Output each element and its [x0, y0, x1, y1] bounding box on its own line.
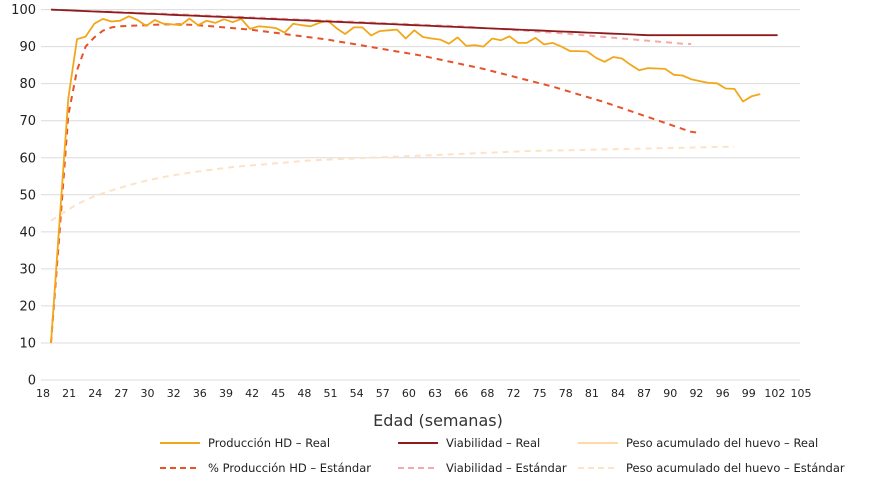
series-line-viabilidad-real — [50, 8, 778, 37]
x-axis-label: Edad (semanas) — [373, 411, 503, 430]
legend-swatch-solid-icon — [160, 442, 200, 444]
y-tick-label: 0 — [28, 374, 36, 389]
x-tick-label: 60 — [402, 387, 416, 400]
y-tick-label: 30 — [19, 262, 36, 277]
x-tick-label: 68 — [480, 387, 494, 400]
y-tick-label: 100 — [11, 3, 36, 18]
x-tick-label: 54 — [350, 387, 364, 400]
legend-label: Producción HD – Real — [208, 436, 331, 450]
legend-swatch-solid-icon — [578, 442, 618, 444]
legend-label: Viabilidad – Real — [446, 436, 541, 450]
x-tick-label: 18 — [36, 387, 50, 400]
line-chart: 0 10 20 30 40 50 60 70 80 90 100 18 21 24 27 30 32 36 39 4… — [11, 3, 812, 430]
x-tick-label: 102 — [764, 387, 785, 400]
y-tick-label: 90 — [19, 40, 36, 55]
legend-label: Peso acumulado del huevo – Real — [626, 436, 819, 450]
x-tick-label: 48 — [297, 387, 311, 400]
y-tick-label: 60 — [19, 151, 36, 166]
legend-swatch-dashed-icon — [398, 467, 438, 469]
legend-item-produccion-real: Producción HD – Real — [160, 436, 330, 450]
x-tick-label: 92 — [689, 387, 703, 400]
y-tick-label: 20 — [19, 299, 36, 314]
gridlines — [41, 9, 800, 381]
legend-item-produccion-estandar: % Producción HD – Estándar — [160, 461, 371, 475]
legend-swatch-solid-icon — [398, 442, 438, 444]
legend-item-peso-estandar: Peso acumulado del huevo – Estándar — [578, 461, 845, 475]
legend-label: % Producción HD – Estándar — [208, 461, 371, 475]
legend-label: Viabilidad – Estándar — [446, 461, 567, 475]
x-tick-label: 90 — [663, 387, 677, 400]
x-tick-label: 63 — [428, 387, 442, 400]
x-tick-label: 21 — [62, 387, 76, 400]
x-tick-label: 75 — [533, 387, 547, 400]
legend-label: Peso acumulado del huevo – Estándar — [626, 461, 845, 475]
legend-item-peso-real: Peso acumulado del huevo – Real — [578, 436, 818, 450]
x-tick-label: 87 — [637, 387, 651, 400]
legend-swatch-dashed-icon — [160, 467, 200, 469]
x-tick-label: 57 — [376, 387, 390, 400]
x-tick-label: 72 — [506, 387, 520, 400]
x-tick-label: 32 — [167, 387, 181, 400]
x-tick-label: 81 — [585, 387, 599, 400]
series-lines — [50, 8, 778, 344]
x-tick-label: 45 — [271, 387, 285, 400]
x-tick-label: 24 — [88, 387, 102, 400]
x-axis-ticks: 18 21 24 27 30 32 36 39 42 45 48 51 54 57 60 63 66 68 72 75… — [36, 387, 812, 400]
x-tick-label: 39 — [219, 387, 233, 400]
y-axis-ticks: 0 10 20 30 40 50 60 70 80 90 100 — [11, 3, 36, 388]
series-line--producción-hd-estándar — [50, 23, 700, 344]
y-tick-label: 40 — [19, 225, 36, 240]
legend-item-viabilidad-real: Viabilidad – Real — [398, 436, 540, 450]
x-tick-label: 84 — [611, 387, 625, 400]
series-line-viabilidad-estándar — [50, 8, 692, 45]
x-tick-label: 96 — [716, 387, 730, 400]
y-tick-label: 50 — [19, 188, 36, 203]
series-line-peso-acumulado-del-huevo-estándar — [50, 145, 735, 222]
legend: Producción HD – Real Viabilidad – Real P… — [160, 436, 870, 480]
x-tick-label: 78 — [559, 387, 573, 400]
x-tick-label: 42 — [245, 387, 259, 400]
x-tick-label: 51 — [324, 387, 338, 400]
y-tick-label: 80 — [19, 77, 36, 92]
x-tick-label: 99 — [742, 387, 756, 400]
x-tick-label: 66 — [454, 387, 468, 400]
legend-swatch-dashed-icon — [578, 467, 618, 469]
x-tick-label: 30 — [141, 387, 155, 400]
x-tick-label: 36 — [193, 387, 207, 400]
x-tick-label: 105 — [791, 387, 812, 400]
legend-item-viabilidad-estandar: Viabilidad – Estándar — [398, 461, 567, 475]
y-tick-label: 10 — [19, 336, 36, 351]
series-line-producción-hd-real — [50, 15, 761, 344]
x-tick-label: 27 — [114, 387, 128, 400]
y-tick-label: 70 — [19, 114, 36, 129]
